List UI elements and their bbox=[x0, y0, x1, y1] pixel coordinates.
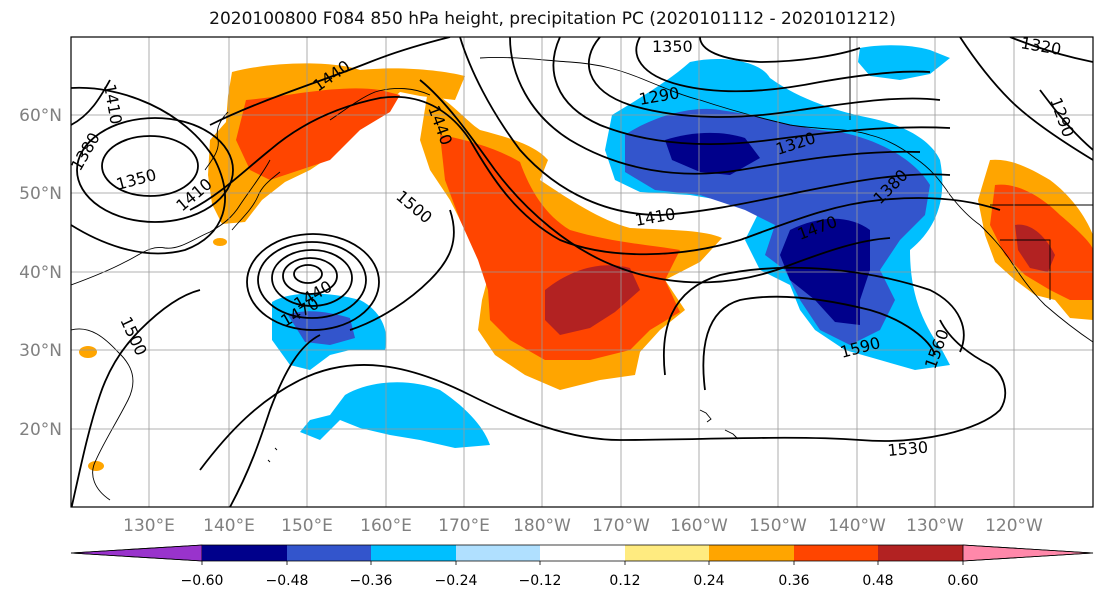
colorbar-segment bbox=[456, 545, 540, 561]
strong-negative-area-subtropical-west bbox=[288, 311, 355, 345]
colorbar-tick-label: −0.60 bbox=[181, 573, 224, 589]
longitude-label: 120°W bbox=[985, 516, 1043, 536]
map-frame bbox=[70, 36, 1094, 508]
contour-japan-low-5 bbox=[246, 233, 380, 331]
contour-1320-ne bbox=[1009, 37, 1093, 63]
longitude-label: 140°W bbox=[828, 516, 886, 536]
colorbar-segment bbox=[540, 545, 625, 561]
colorbar-tick-label: 0.48 bbox=[862, 573, 893, 589]
colorbar-extend-min bbox=[70, 544, 203, 562]
contour-1350-west-low bbox=[101, 135, 199, 197]
contour-1410-central bbox=[459, 37, 951, 216]
colorbar-tick-label: 0.36 bbox=[778, 573, 809, 589]
colorbar-tick-label: 0.12 bbox=[609, 573, 640, 589]
colorbar-extend-max bbox=[962, 544, 1094, 562]
colorbar-segment bbox=[709, 545, 794, 561]
latitude-label: 30°N bbox=[19, 341, 62, 361]
longitude-label: 150°W bbox=[749, 516, 807, 536]
colorbar-tick-label: −0.36 bbox=[350, 573, 393, 589]
latitude-label: 50°N bbox=[19, 184, 62, 204]
contour-1440-north bbox=[209, 37, 451, 126]
colorbar-tick-label: −0.24 bbox=[435, 573, 478, 589]
coastline-north-america bbox=[979, 224, 1093, 343]
colorbar bbox=[70, 544, 1094, 562]
contour-1290-central bbox=[635, 37, 931, 93]
longitude-labels: 130°E 140°E 150°E 160°E 170°E 180°W 170°W 160°W… bbox=[123, 516, 1043, 536]
contour-label: 1530 bbox=[887, 438, 929, 460]
map-title: 2020100800 F084 850 hPa height, precipit… bbox=[209, 9, 896, 29]
coastline-china bbox=[71, 328, 134, 501]
colorbar-segment bbox=[625, 545, 709, 561]
contour-1470 bbox=[189, 96, 1001, 256]
contour-japan-low-4 bbox=[257, 241, 367, 319]
contour-1500-south bbox=[229, 334, 321, 507]
colorbar-segment bbox=[202, 545, 287, 561]
colorbar-segment bbox=[878, 545, 963, 561]
colorbar-tick-label: 0.24 bbox=[693, 573, 724, 589]
coastline-alaska bbox=[479, 57, 981, 226]
strong-positive-area-siberia bbox=[236, 88, 400, 180]
coastline-asia bbox=[71, 159, 271, 286]
contour-1290-ne bbox=[1039, 89, 1093, 151]
contour-1530-southwest bbox=[71, 289, 201, 507]
contour-1320-central bbox=[587, 37, 941, 118]
latitude-label: 20°N bbox=[19, 420, 62, 440]
positive-spot-2 bbox=[88, 461, 104, 471]
coastline-kamchatka bbox=[329, 88, 431, 121]
colorbar-tick-label: −0.48 bbox=[266, 573, 309, 589]
coastline-hawaii bbox=[699, 409, 712, 423]
colorbar-segment bbox=[794, 545, 878, 561]
height-contours bbox=[71, 37, 1093, 507]
longitude-label: 150°E bbox=[281, 516, 333, 536]
contour-1590 bbox=[702, 295, 936, 391]
colorbar-segment bbox=[287, 545, 371, 561]
contour-label: 1350 bbox=[652, 37, 693, 56]
contour-1500 bbox=[419, 79, 891, 284]
longitude-label: 160°E bbox=[360, 516, 412, 536]
longitude-label: 140°E bbox=[203, 516, 255, 536]
coastline-japan bbox=[231, 171, 281, 231]
colorbar-tick-label: −0.12 bbox=[519, 573, 562, 589]
contour-1530 bbox=[199, 319, 1007, 471]
contour-1500-mid bbox=[349, 209, 455, 331]
latitude-labels: 60°N 50°N 40°N 30°N 20°N bbox=[19, 106, 62, 440]
contour-1350-ne bbox=[959, 37, 1093, 161]
colorbar-tick-label: 0.60 bbox=[947, 573, 978, 589]
contour-1260-central bbox=[699, 37, 861, 63]
colorbar-tick-labels: −0.60 −0.48 −0.36 −0.24 −0.12 0.12 0.24 0.36 0.4… bbox=[181, 561, 979, 589]
contour-japan-low-3 bbox=[271, 249, 353, 307]
max-positive-area-central-pacific bbox=[545, 265, 640, 335]
latitude-label: 40°N bbox=[19, 263, 62, 283]
contour-japan-low-2 bbox=[282, 257, 338, 295]
contour-1380-west-low bbox=[76, 117, 234, 223]
longitude-label: 130°W bbox=[906, 516, 964, 536]
contour-1410-west bbox=[71, 86, 226, 255]
coastline-hawaii-2 bbox=[724, 429, 739, 440]
colorbar-segment bbox=[371, 545, 456, 561]
coastlines bbox=[71, 37, 1093, 501]
longitude-label: 170°E bbox=[438, 516, 490, 536]
contour-japan-low-1 bbox=[293, 264, 323, 284]
border-states bbox=[1000, 239, 1051, 300]
max-positive-area-west-coast bbox=[1015, 224, 1055, 272]
contour-1350-central bbox=[552, 37, 951, 145]
longitude-label: 130°E bbox=[123, 516, 175, 536]
positive-spot-3 bbox=[213, 238, 227, 246]
contour-1560 bbox=[662, 266, 965, 376]
contour-1380-central bbox=[509, 37, 921, 175]
longitude-label: 180°W bbox=[513, 516, 571, 536]
latitude-label: 60°N bbox=[19, 106, 62, 126]
positive-spot-1 bbox=[79, 346, 97, 358]
longitude-label: 170°W bbox=[592, 516, 650, 536]
graticule bbox=[71, 37, 1093, 507]
contour-1410-west-edge bbox=[71, 79, 111, 126]
negative-area-subtropical-central bbox=[300, 382, 490, 448]
longitude-label: 160°W bbox=[670, 516, 728, 536]
